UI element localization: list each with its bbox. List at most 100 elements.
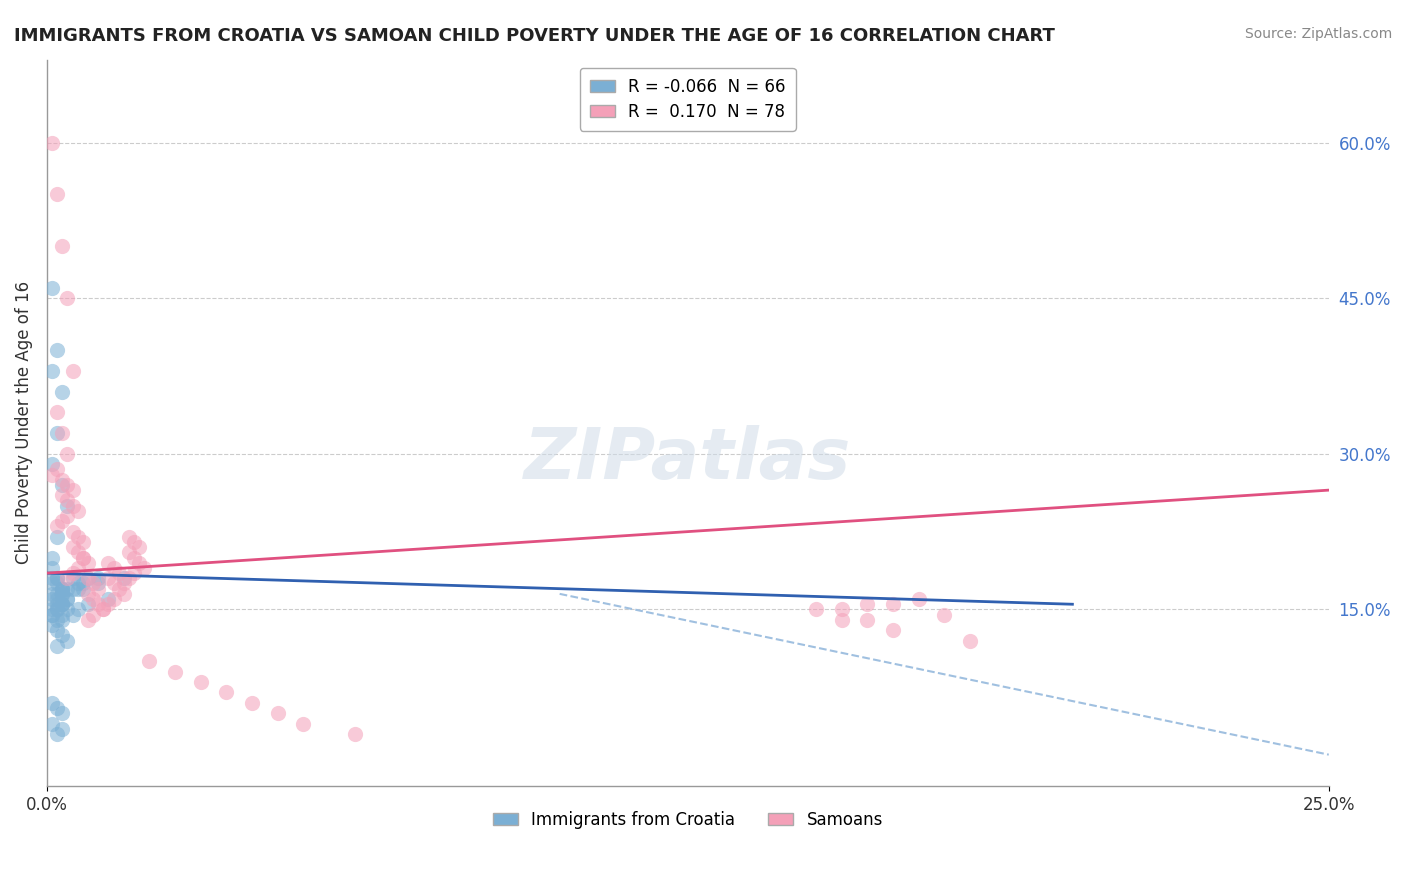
- Point: [82, 592, 104, 607]
- Point: [41, 457, 63, 471]
- Point: [122, 566, 145, 581]
- Point: [62, 483, 84, 497]
- Point: [41, 716, 63, 731]
- Point: [62, 582, 84, 596]
- Point: [46, 639, 69, 653]
- Point: [56, 582, 79, 596]
- Point: [46, 530, 69, 544]
- Point: [46, 571, 69, 585]
- Point: [51, 582, 73, 596]
- Point: [107, 566, 129, 581]
- Point: [831, 613, 853, 627]
- Point: [51, 426, 73, 441]
- Point: [62, 499, 84, 513]
- Point: [87, 597, 110, 611]
- Point: [56, 571, 79, 585]
- Point: [62, 571, 84, 585]
- Point: [66, 576, 89, 591]
- Point: [51, 488, 73, 502]
- Point: [934, 607, 956, 622]
- Point: [97, 571, 120, 585]
- Point: [51, 597, 73, 611]
- Point: [91, 602, 114, 616]
- Point: [41, 281, 63, 295]
- Point: [107, 582, 129, 596]
- Point: [41, 602, 63, 616]
- Point: [46, 187, 69, 202]
- Point: [112, 587, 135, 601]
- Point: [97, 556, 120, 570]
- Point: [77, 613, 100, 627]
- Point: [112, 576, 135, 591]
- Point: [62, 524, 84, 539]
- Legend: Immigrants from Croatia, Samoans: Immigrants from Croatia, Samoans: [486, 805, 890, 836]
- Text: IMMIGRANTS FROM CROATIA VS SAMOAN CHILD POVERTY UNDER THE AGE OF 16 CORRELATION : IMMIGRANTS FROM CROATIA VS SAMOAN CHILD …: [14, 27, 1054, 45]
- Point: [240, 696, 263, 710]
- Point: [215, 685, 238, 699]
- Point: [51, 514, 73, 528]
- Point: [122, 535, 145, 549]
- Point: [128, 540, 150, 554]
- Point: [77, 571, 100, 585]
- Point: [41, 607, 63, 622]
- Point: [959, 633, 981, 648]
- Point: [118, 545, 141, 559]
- Point: [87, 576, 110, 591]
- Point: [41, 364, 63, 378]
- Point: [77, 571, 100, 585]
- Point: [46, 623, 69, 637]
- Point: [56, 447, 79, 461]
- Point: [51, 706, 73, 721]
- Point: [41, 696, 63, 710]
- Point: [138, 654, 160, 668]
- Point: [56, 478, 79, 492]
- Point: [62, 364, 84, 378]
- Point: [122, 550, 145, 565]
- Point: [292, 716, 315, 731]
- Point: [72, 576, 94, 591]
- Point: [112, 571, 135, 585]
- Point: [41, 571, 63, 585]
- Point: [343, 727, 366, 741]
- Point: [56, 592, 79, 607]
- Point: [77, 587, 100, 601]
- Text: ZIPatlas: ZIPatlas: [524, 425, 852, 493]
- Point: [56, 602, 79, 616]
- Point: [118, 571, 141, 585]
- Point: [831, 602, 853, 616]
- Point: [46, 701, 69, 715]
- Point: [41, 467, 63, 482]
- Point: [190, 675, 212, 690]
- Point: [51, 582, 73, 596]
- Point: [72, 550, 94, 565]
- Point: [46, 576, 69, 591]
- Point: [907, 592, 929, 607]
- Point: [41, 576, 63, 591]
- Point: [266, 706, 288, 721]
- Point: [118, 530, 141, 544]
- Text: Source: ZipAtlas.com: Source: ZipAtlas.com: [1244, 27, 1392, 41]
- Point: [46, 587, 69, 601]
- Point: [46, 519, 69, 533]
- Point: [46, 727, 69, 741]
- Point: [41, 550, 63, 565]
- Point: [56, 633, 79, 648]
- Point: [51, 722, 73, 736]
- Y-axis label: Child Poverty Under the Age of 16: Child Poverty Under the Age of 16: [15, 281, 32, 565]
- Point: [51, 473, 73, 487]
- Point: [51, 478, 73, 492]
- Point: [46, 343, 69, 357]
- Point: [134, 561, 156, 575]
- Point: [41, 136, 63, 150]
- Point: [77, 597, 100, 611]
- Point: [46, 597, 69, 611]
- Point: [82, 607, 104, 622]
- Point: [97, 592, 120, 607]
- Point: [91, 602, 114, 616]
- Point: [87, 582, 110, 596]
- Point: [41, 587, 63, 601]
- Point: [41, 607, 63, 622]
- Point: [46, 462, 69, 476]
- Point: [62, 566, 84, 581]
- Point: [165, 665, 187, 679]
